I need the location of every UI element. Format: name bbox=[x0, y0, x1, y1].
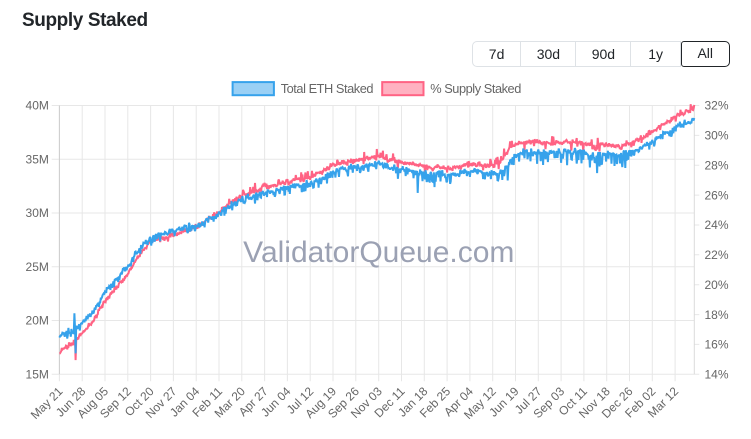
svg-text:Total ETH Staked: Total ETH Staked bbox=[281, 81, 374, 96]
svg-text:16%: 16% bbox=[705, 338, 729, 352]
svg-text:30%: 30% bbox=[705, 129, 729, 143]
svg-text:20%: 20% bbox=[705, 278, 729, 292]
svg-text:30M: 30M bbox=[26, 206, 49, 220]
svg-text:15M: 15M bbox=[26, 368, 49, 382]
svg-text:% Supply Staked: % Supply Staked bbox=[430, 81, 521, 96]
svg-text:22%: 22% bbox=[705, 248, 729, 262]
svg-text:32%: 32% bbox=[705, 99, 729, 113]
svg-text:26%: 26% bbox=[705, 188, 729, 202]
svg-text:25M: 25M bbox=[26, 260, 49, 274]
svg-text:14%: 14% bbox=[705, 368, 729, 382]
svg-text:35M: 35M bbox=[26, 153, 49, 167]
svg-text:40M: 40M bbox=[26, 99, 49, 113]
svg-text:28%: 28% bbox=[705, 158, 729, 172]
svg-text:18%: 18% bbox=[705, 308, 729, 322]
svg-text:24%: 24% bbox=[705, 218, 729, 232]
svg-text:20M: 20M bbox=[26, 314, 49, 328]
svg-text:ValidatorQueue.com: ValidatorQueue.com bbox=[243, 236, 514, 269]
